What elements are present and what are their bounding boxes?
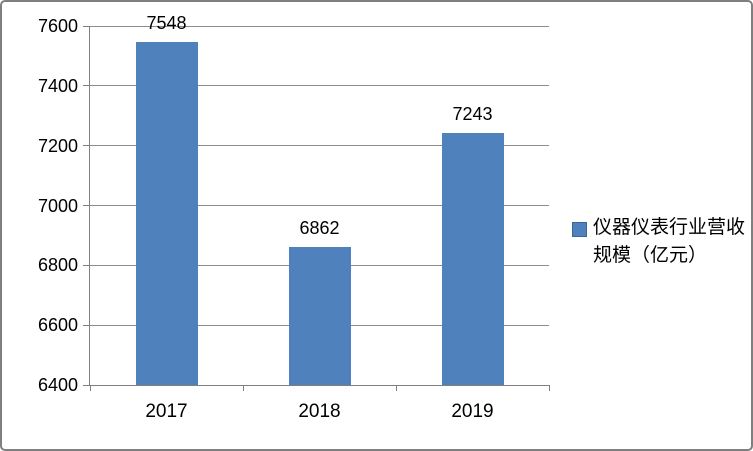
data-label: 7548 bbox=[146, 12, 187, 33]
y-axis-tick-label: 6600 bbox=[37, 315, 78, 336]
y-axis-tick bbox=[83, 25, 90, 27]
y-axis-tick-label: 6400 bbox=[37, 375, 78, 395]
gridline bbox=[90, 205, 549, 206]
x-axis-category-label: 2017 bbox=[145, 401, 188, 422]
x-axis bbox=[90, 384, 549, 386]
x-axis-tick bbox=[548, 385, 550, 391]
x-axis-tick bbox=[89, 385, 91, 391]
y-axis-tick bbox=[83, 145, 90, 147]
y-axis-tick-label: 7600 bbox=[37, 16, 78, 36]
y-axis-tick bbox=[83, 384, 90, 386]
legend-marker-icon bbox=[572, 222, 587, 237]
legend-series-label: 仪器仪表行业营收规模（亿元） bbox=[593, 217, 746, 266]
y-axis-tick bbox=[83, 205, 90, 206]
x-axis-tick bbox=[395, 385, 397, 391]
y-axis-tick bbox=[83, 264, 90, 266]
gridline bbox=[90, 85, 549, 87]
y-axis bbox=[89, 26, 90, 385]
data-label: 7243 bbox=[452, 103, 493, 124]
y-axis-tick-label: 7400 bbox=[37, 75, 78, 96]
y-axis-tick-label: 7200 bbox=[37, 135, 78, 156]
y-axis-tick bbox=[83, 85, 90, 87]
x-axis-category-label: 2019 bbox=[451, 401, 494, 422]
gridline bbox=[90, 145, 549, 147]
y-axis-tick bbox=[83, 324, 90, 326]
data-label: 6862 bbox=[299, 217, 340, 238]
bar-2018 bbox=[288, 246, 351, 385]
y-axis-tick-label: 6800 bbox=[37, 255, 78, 276]
y-axis-tick-label: 7000 bbox=[37, 195, 78, 216]
legend: 仪器仪表行业营收规模（亿元） bbox=[572, 214, 748, 270]
bar-2019 bbox=[441, 132, 504, 385]
gridline bbox=[90, 25, 549, 27]
x-axis-tick bbox=[242, 385, 244, 391]
bar-2017 bbox=[135, 41, 198, 385]
x-axis-category-label: 2018 bbox=[298, 401, 341, 422]
